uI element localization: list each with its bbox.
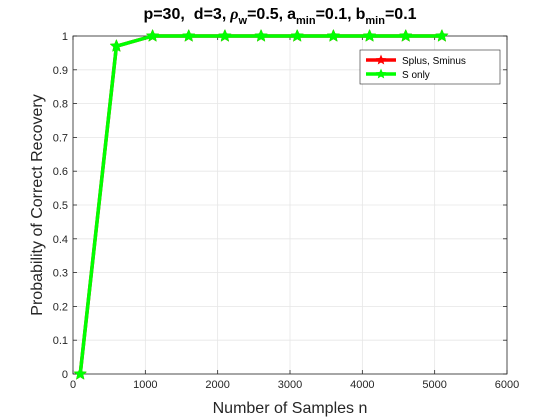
title-d: d=3, (194, 6, 226, 23)
y-tick-label: 0.4 (53, 234, 68, 246)
x-tick-label: 6000 (495, 379, 519, 391)
data-point (435, 28, 449, 42)
data-point (326, 28, 341, 42)
data-point (218, 28, 232, 42)
x-tick-label: 1000 (133, 379, 157, 391)
y-tick-label: 0.9 (53, 65, 68, 77)
title-rho-val: =0.5, (247, 6, 283, 23)
title-a-val: =0.1, (316, 6, 352, 23)
title-p: p=30, (143, 6, 184, 23)
x-tick-label: 2000 (205, 379, 229, 391)
title-b: b (356, 6, 366, 23)
x-axis-label: Number of Samples n (213, 400, 368, 417)
title-rho-sub: w (238, 15, 248, 27)
data-point (181, 28, 196, 42)
title-b-val: =0.1 (385, 6, 417, 23)
title-a-sub: min (296, 15, 316, 27)
legend-marker-s-only (375, 68, 387, 79)
legend-label-s-only: S only (402, 70, 430, 81)
y-tick-label: 0.2 (53, 301, 68, 313)
data-point (145, 28, 160, 42)
y-tick-label: 0.3 (53, 268, 68, 280)
legend-label-splus-sminus: Splus, Sminus (402, 56, 466, 67)
data-point (109, 38, 124, 52)
y-tick-label: 0.5 (53, 200, 68, 212)
chart-title: p=30, d=3, ρw=0.5, amin=0.1, bmin=0.1 (143, 6, 416, 27)
x-axis-ticks: 0 1000 2000 3000 4000 5000 6000 (70, 36, 519, 391)
x-tick-label: 3000 (278, 379, 302, 391)
series-layer (73, 28, 449, 380)
x-tick-label: 4000 (350, 379, 374, 391)
data-point (398, 28, 413, 42)
y-axis-ticks: 0 0.1 0.2 0.3 0.4 0.5 0.6 0.7 0.8 0.9 1 (53, 31, 507, 381)
data-point (290, 28, 305, 42)
data-point (254, 28, 268, 42)
legend: Splus, Sminus S only (359, 49, 501, 85)
y-tick-label: 0.1 (53, 335, 68, 347)
title-b-sub: min (365, 15, 385, 27)
title-a: a (287, 6, 296, 23)
data-point (73, 366, 88, 380)
y-tick-label: 0.8 (53, 99, 68, 111)
data-point (362, 28, 377, 42)
title-rho: ρ (229, 6, 238, 23)
x-tick-label: 5000 (422, 379, 446, 391)
y-tick-label: 1 (62, 31, 68, 43)
y-tick-label: 0.6 (53, 166, 68, 178)
y-axis-label: Probability of Correct Recovery (29, 94, 46, 315)
y-tick-label: 0.7 (53, 132, 68, 144)
legend-marker-splus-sminus (375, 54, 387, 65)
y-tick-label: 0 (62, 369, 68, 381)
series-1 (73, 28, 449, 380)
legend-box (359, 49, 501, 85)
x-tick-label: 0 (70, 379, 76, 391)
